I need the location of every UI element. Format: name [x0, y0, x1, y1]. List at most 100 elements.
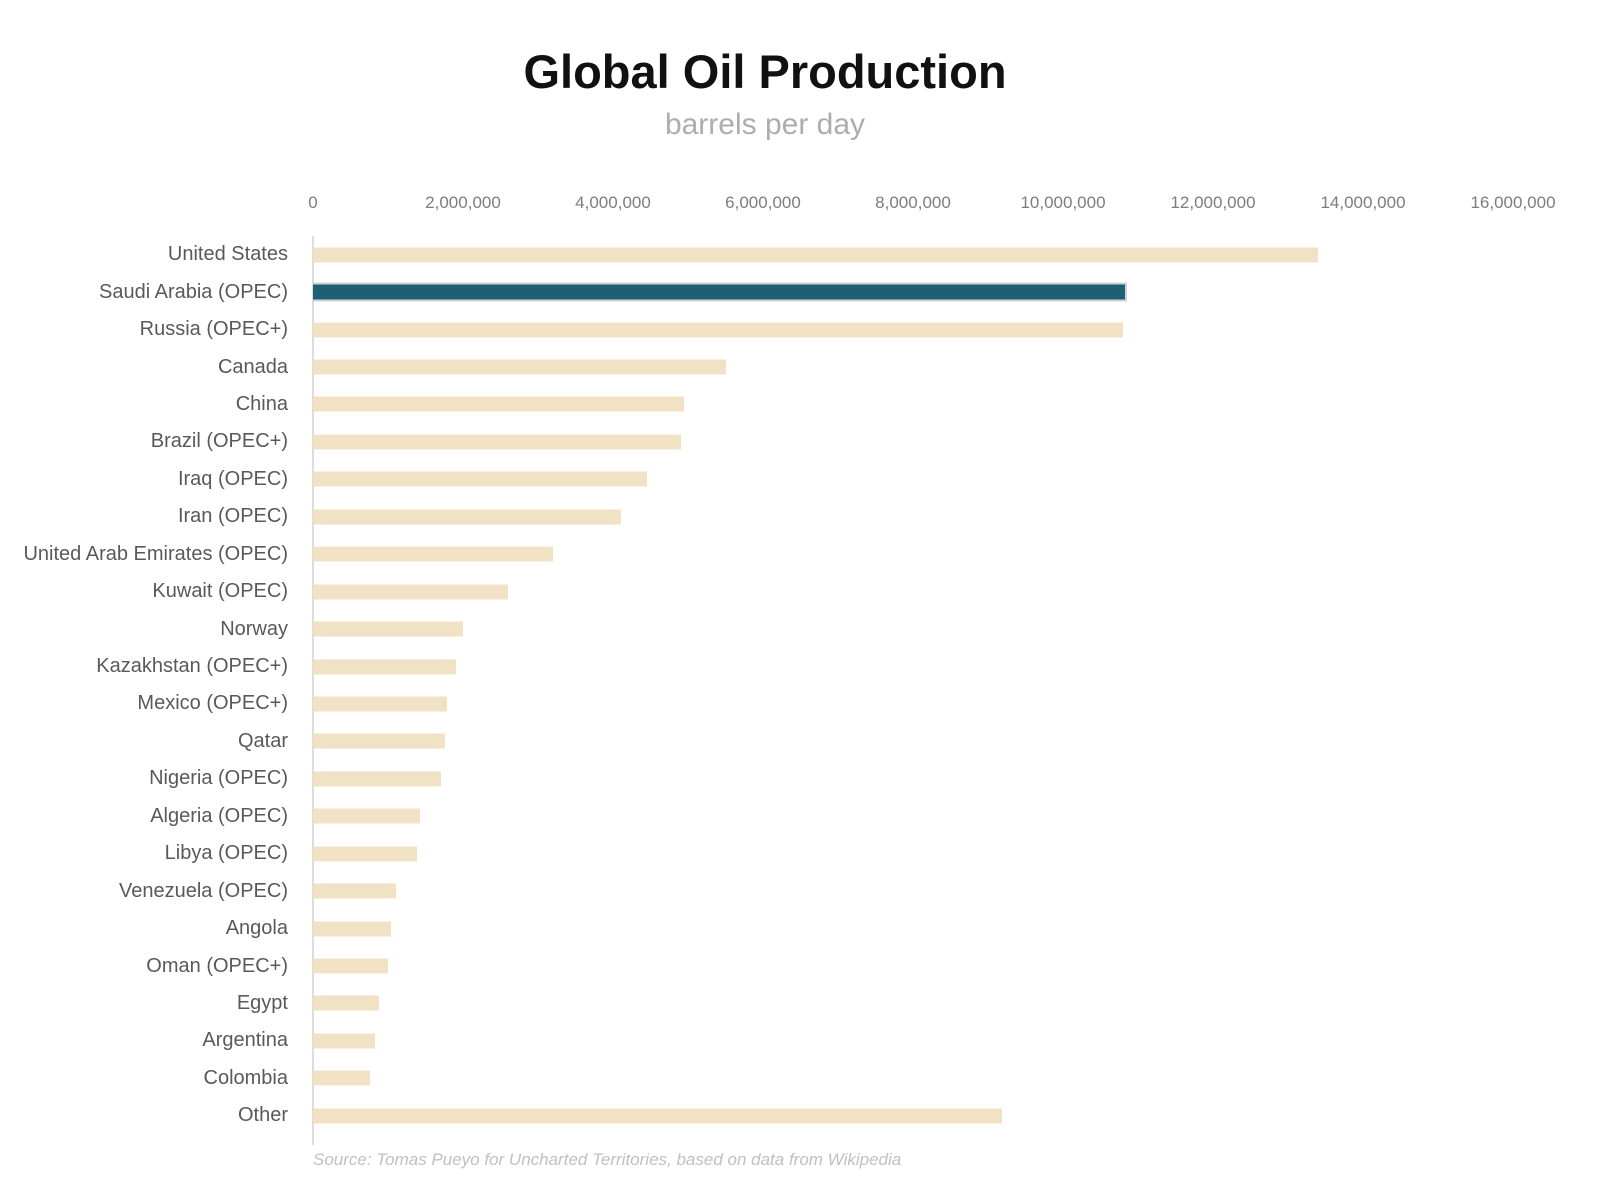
bar: [313, 1033, 376, 1049]
bar: [313, 1070, 370, 1086]
bar: [313, 396, 685, 412]
category-label: Colombia: [203, 1066, 288, 1089]
bar-track: [313, 498, 1513, 535]
category-label: Kazakhstan (OPEC+): [96, 655, 288, 678]
bar-row: Russia (OPEC+): [0, 311, 1530, 348]
category-label: Nigeria (OPEC): [149, 767, 288, 790]
bar-track: [313, 236, 1513, 273]
x-tick-label: 16,000,000: [1470, 193, 1556, 212]
category-label: Saudi Arabia (OPEC): [99, 280, 288, 303]
x-tick-label: 6,000,000: [725, 193, 801, 212]
bar-track: [313, 1097, 1513, 1134]
bar: [313, 546, 553, 562]
category-label: Oman (OPEC+): [146, 954, 288, 977]
bar-track: [313, 685, 1513, 722]
bar-row: Iran (OPEC): [0, 498, 1530, 535]
bar-track: [313, 386, 1513, 423]
category-label: China: [235, 392, 288, 415]
bar-row: Qatar: [0, 723, 1530, 760]
bar-row: China: [0, 386, 1530, 423]
x-tick-label: 8,000,000: [875, 193, 951, 212]
bar: [313, 995, 379, 1011]
bar: [313, 1108, 1002, 1124]
bar: [313, 958, 388, 974]
bar-track: [313, 760, 1513, 797]
category-label: United Arab Emirates (OPEC): [23, 542, 288, 565]
bar-row: Argentina: [0, 1022, 1530, 1059]
x-tick-label: 12,000,000: [1170, 193, 1256, 212]
bar-highlighted: [313, 282, 1127, 302]
bar-row: Mexico (OPEC+): [0, 685, 1530, 722]
category-label: Egypt: [236, 991, 288, 1014]
bar-track: [313, 910, 1513, 947]
bar: [313, 621, 463, 637]
bar: [313, 659, 456, 675]
category-label: Other: [237, 1104, 288, 1127]
bar-row: Kazakhstan (OPEC+): [0, 648, 1530, 685]
bar-row: Canada: [0, 348, 1530, 385]
bar-track: [313, 648, 1513, 685]
category-label: Norway: [220, 617, 288, 640]
bar: [313, 808, 420, 824]
bar-row: Libya (OPEC): [0, 835, 1530, 872]
bar-row: Algeria (OPEC): [0, 798, 1530, 835]
category-label: Qatar: [237, 729, 288, 752]
category-label: Angola: [225, 917, 288, 940]
bar-row: Saudi Arabia (OPEC): [0, 273, 1530, 310]
x-tick-label: 0: [308, 193, 318, 212]
bar: [313, 771, 442, 787]
bar: [313, 584, 508, 600]
bar-track: [313, 610, 1513, 647]
category-label: Venezuela (OPEC): [119, 879, 288, 902]
x-axis-tick-labels: 0 2,000,000 4,000,000 6,000,000 8,000,000 10,…: [308, 193, 1555, 215]
category-label: Libya (OPEC): [164, 842, 288, 865]
chart-header: Global Oil Production barrels per day: [0, 46, 1530, 141]
bar: [313, 921, 391, 937]
chart-title: Global Oil Production: [523, 45, 1007, 98]
bar-row: Venezuela (OPEC): [0, 872, 1530, 909]
bar: [313, 247, 1318, 263]
bar-row: Oman (OPEC+): [0, 947, 1530, 984]
bar: [313, 509, 621, 525]
bar-plot-area: United States Saudi Arabia (OPEC) Russia (…: [0, 236, 1530, 1135]
bar-row: Colombia: [0, 1060, 1530, 1097]
category-label: Brazil (OPEC+): [150, 430, 288, 453]
y-axis-line: [312, 236, 314, 1145]
bar-track: [313, 1060, 1513, 1097]
bar-track: [313, 461, 1513, 498]
category-label: Algeria (OPEC): [150, 804, 288, 827]
bar-track: [313, 798, 1513, 835]
category-label: Iraq (OPEC): [177, 467, 288, 490]
category-label: Kuwait (OPEC): [152, 580, 288, 603]
bar: [313, 322, 1123, 338]
bar-track: [313, 348, 1513, 385]
bar-row: Other: [0, 1097, 1530, 1134]
category-label: Iran (OPEC): [177, 505, 288, 528]
bar: [313, 733, 445, 749]
bar-track: [313, 947, 1513, 984]
bar-row: Nigeria (OPEC): [0, 760, 1530, 797]
bar-track: [313, 872, 1513, 909]
category-label: Canada: [217, 355, 288, 378]
bar-row: Egypt: [0, 985, 1530, 1022]
bar-track: [313, 311, 1513, 348]
bar-row: Angola: [0, 910, 1530, 947]
bar-track: [313, 1022, 1513, 1059]
bar-track: [313, 985, 1513, 1022]
category-label: Mexico (OPEC+): [137, 692, 288, 715]
bar-row: Norway: [0, 610, 1530, 647]
bar-row: United Arab Emirates (OPEC): [0, 536, 1530, 573]
bar-row: United States: [0, 236, 1530, 273]
bar: [313, 883, 396, 899]
bar-track: [313, 723, 1513, 760]
bar-track: [313, 423, 1513, 460]
source-caption: Source: Tomas Pueyo for Uncharted Territ…: [313, 1150, 902, 1169]
bar-track: [313, 573, 1513, 610]
x-tick-label: 14,000,000: [1320, 193, 1406, 212]
bar-track: [313, 536, 1513, 573]
bar: [313, 696, 447, 712]
bar: [313, 471, 647, 487]
category-label: United States: [167, 243, 288, 266]
bar-row: Kuwait (OPEC): [0, 573, 1530, 610]
bar-track: [313, 273, 1513, 310]
